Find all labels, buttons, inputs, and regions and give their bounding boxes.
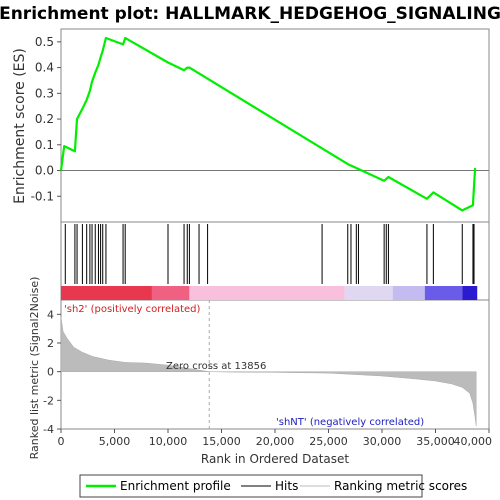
es-y-tick-label: 0.3 <box>35 86 54 100</box>
es-y-tick-label: 0.2 <box>35 112 54 126</box>
legend-hits-label: Hits <box>275 479 298 493</box>
hit-markers <box>64 224 475 284</box>
positive-correlation-label: 'sh2' (positively correlated) <box>64 304 201 315</box>
rank-axis-label: Rank in Ordered Dataset <box>201 452 349 466</box>
x-tick-label: 40,000 <box>454 435 493 448</box>
colorbar-segment <box>61 286 152 300</box>
metric-axis-label: Ranked list metric (Signal2Noise) <box>28 277 41 460</box>
colorbar-segment <box>189 286 345 300</box>
legend-enrichment-label: Enrichment profile <box>120 479 231 493</box>
colorbar-segment <box>151 286 190 300</box>
enrichment-profile <box>59 36 477 212</box>
metric-y-tick-label: 4 <box>47 308 54 321</box>
colorbar-segment <box>344 286 393 300</box>
x-tick-label: 25,000 <box>309 435 348 448</box>
enrichment-panel <box>60 28 490 223</box>
legend: Enrichment profile Hits Ranking metric s… <box>79 474 467 498</box>
x-tick-label: 20,000 <box>256 435 295 448</box>
metric-y-tick-label: 2 <box>47 337 54 350</box>
es-y-tick-label: 0.4 <box>35 61 54 75</box>
es-y-tick-label: 0.5 <box>35 35 54 49</box>
zero-cross-label: Zero cross at 13856 <box>166 361 266 372</box>
rank-x-axis: 0 5,000 10,000 15,000 20,000 25,000 30,000 35,0… <box>58 429 493 448</box>
colorbar-segment <box>424 286 463 300</box>
x-tick-label: 15,000 <box>202 435 241 448</box>
metric-area-fill <box>60 317 477 427</box>
rank-colorbar <box>61 286 478 300</box>
metric-y-tick-label: -4 <box>43 423 54 436</box>
es-y-tick-label: 0.1 <box>35 138 54 152</box>
es-axis-label: Enrichment score (ES) <box>12 48 28 204</box>
es-y-tick-label: 0.0 <box>35 164 54 178</box>
x-tick-label: 30,000 <box>363 435 402 448</box>
x-tick-label: 35,000 <box>416 435 455 448</box>
metric-y-tick-label: 0 <box>47 366 54 379</box>
legend-metric-label: Ranking metric scores <box>334 479 467 493</box>
colorbar-segment <box>392 286 425 300</box>
chart-title: Enrichment plot: HALLMARK_HEDGEHOG_SIGNA… <box>0 4 500 24</box>
es-y-tick-label: -0.1 <box>31 189 54 203</box>
colorbar-segment <box>462 286 478 300</box>
x-tick-label: 5,000 <box>99 435 131 448</box>
enrichment-profile-line <box>59 36 477 212</box>
ranked-metric-area <box>60 300 477 429</box>
x-tick-label: 10,000 <box>149 435 188 448</box>
x-tick-label: 0 <box>58 435 65 448</box>
metric-y-axis: -4 -2 0 2 4 <box>43 308 61 436</box>
metric-y-tick-label: -2 <box>43 394 54 407</box>
es-y-axis: -0.1 0.0 0.1 0.2 0.3 0.4 0.5 <box>31 35 61 203</box>
negative-correlation-label: 'shNT' (negatively correlated) <box>276 417 424 428</box>
